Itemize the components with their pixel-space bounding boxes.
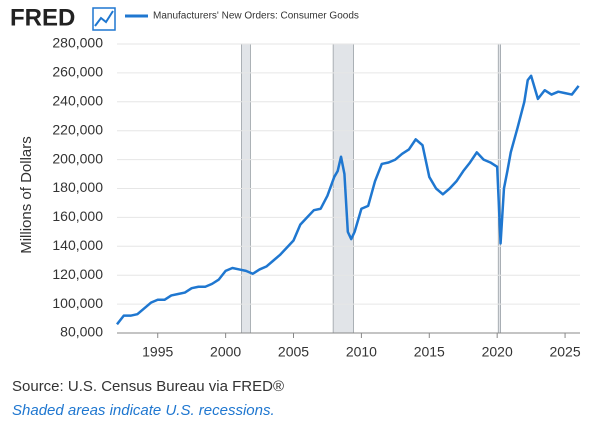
y-tick-label: 120,000: [52, 266, 103, 282]
y-tick-label: 180,000: [52, 179, 103, 195]
y-tick-label: 160,000: [52, 208, 103, 224]
y-tick-label: 280,000: [52, 35, 103, 51]
x-tick-label: 2015: [414, 344, 445, 360]
y-tick-label: 100,000: [52, 295, 103, 311]
x-tick-label: 2010: [346, 344, 377, 360]
y-tick-label: 140,000: [52, 237, 103, 253]
x-tick-label: 1995: [142, 344, 173, 360]
y-tick-label: 260,000: [52, 64, 103, 80]
y-tick-label: 200,000: [52, 150, 103, 166]
y-tick-label: 220,000: [52, 121, 103, 137]
source: Source: U.S. Census Bureau via FRED®: [12, 378, 284, 395]
y-axis-label: Millions of Dollars: [18, 136, 35, 254]
x-tick-label: 2005: [278, 344, 309, 360]
logo-icon: [92, 7, 116, 31]
data-line: [116, 74, 580, 326]
legend-label: Manufacturers' New Orders: Consumer Good…: [153, 11, 359, 22]
logo: FRED: [10, 4, 75, 31]
x-tick-label: 2020: [482, 344, 513, 360]
y-tick-label: 80,000: [60, 324, 103, 340]
x-tick-label: 2000: [210, 344, 241, 360]
y-tick-label: 240,000: [52, 93, 103, 109]
note: Shaded areas indicate U.S. recessions.: [12, 402, 275, 419]
x-tick-label: 2025: [549, 344, 580, 360]
